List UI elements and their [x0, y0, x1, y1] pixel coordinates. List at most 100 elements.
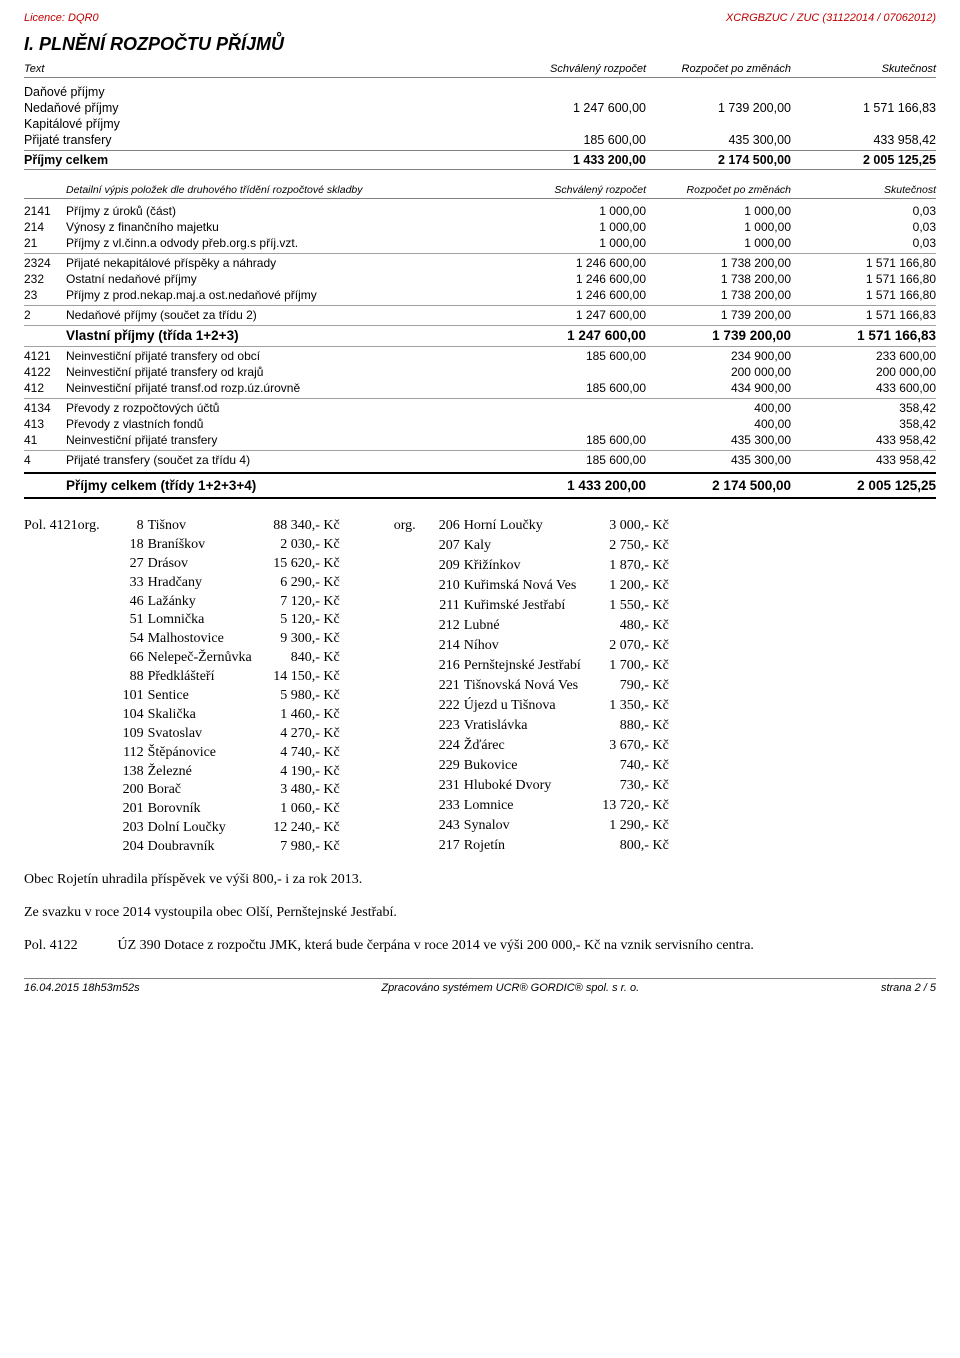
municipality-row: 109Svatoslav4 270,- Kč	[114, 725, 346, 744]
summary-v2: 435 300,00	[646, 133, 791, 147]
summary-v2: 1 739 200,00	[646, 101, 791, 115]
detail-v3: 358,42	[791, 417, 936, 431]
muni-code: 223	[430, 717, 464, 737]
municipality-row: 88Předklášteří14 150,- Kč	[114, 668, 346, 687]
muni-amount: 13 720,- Kč	[587, 797, 675, 817]
muni-code: 101	[114, 687, 148, 706]
detail-v2: 1 739 200,00	[646, 308, 791, 322]
muni-name: Nelepeč-Žernůvka	[148, 649, 258, 668]
detail-row: 2141Příjmy z úroků (část)1 000,001 000,0…	[24, 203, 936, 219]
municipality-row: 212Lubné480,- Kč	[430, 617, 675, 637]
summary-v1	[501, 117, 646, 131]
muni-amount: 880,- Kč	[587, 717, 675, 737]
municipality-row: 46Lažánky7 120,- Kč	[114, 593, 346, 612]
detail-v3: 1 571 166,83	[791, 308, 936, 322]
detail-v1	[501, 401, 646, 415]
muni-amount: 88 340,- Kč	[258, 517, 346, 536]
muni-name: Lomnička	[148, 611, 258, 630]
detail-text: Nedaňové příjmy (součet za třídu 2)	[66, 308, 501, 322]
detail-text: Výnosy z finančního majetku	[66, 220, 501, 234]
detail-v3: 233 600,00	[791, 349, 936, 363]
summary-row: Nedaňové příjmy1 247 600,001 739 200,001…	[24, 100, 936, 116]
detail-v1: 1 247 600,00	[501, 308, 646, 322]
muni-name: Níhov	[464, 637, 587, 657]
municipality-row: 229Bukovice740,- Kč	[430, 757, 675, 777]
summary-total-label: Příjmy celkem	[24, 153, 501, 167]
detail-v2: 434 900,00	[646, 381, 791, 395]
municipality-row: 243Synalov1 290,- Kč	[430, 817, 675, 837]
detail-v1	[501, 365, 646, 379]
municipality-row: 211Kuřimské Jestřabí1 550,- Kč	[430, 597, 675, 617]
detail-header-label: Detailní výpis položek dle druhového tří…	[66, 184, 501, 196]
license-left: Licence: DQR0	[24, 12, 99, 24]
detail-row: 21Příjmy z vl.činn.a odvody přeb.org.s p…	[24, 235, 936, 251]
muni-code: 203	[114, 819, 148, 838]
detail-v3: 0,03	[791, 204, 936, 218]
detail-row: 41Neinvestiční přijaté transfery185 600,…	[24, 432, 936, 448]
muni-name: Hluboké Dvory	[464, 777, 587, 797]
detail-v2: 1 000,00	[646, 236, 791, 250]
detail-text: Neinvestiční přijaté transfery od krajů	[66, 365, 501, 379]
muni-name: Lubné	[464, 617, 587, 637]
detail-v3: 433 600,00	[791, 381, 936, 395]
detail-id: 232	[24, 272, 66, 286]
municipality-row: 224Žďárec3 670,- Kč	[430, 737, 675, 757]
detail-v3: 0,03	[791, 236, 936, 250]
detail-row: 412Neinvestiční přijaté transf.od rozp.ú…	[24, 380, 936, 396]
muni-name: Tišnov	[148, 517, 258, 536]
detail-id: 413	[24, 417, 66, 431]
detail-v3: 1 571 166,83	[791, 328, 936, 343]
muni-code: 112	[114, 744, 148, 763]
detail-row: 4134Převody z rozpočtových účtů400,00358…	[24, 398, 936, 416]
detail-id: 4122	[24, 365, 66, 379]
muni-amount: 2 750,- Kč	[587, 537, 675, 557]
muni-code: 233	[430, 797, 464, 817]
summary-row: Přijaté transfery185 600,00435 300,00433…	[24, 132, 936, 148]
summary-total-v1: 1 433 200,00	[501, 153, 646, 167]
summary-row: Kapitálové příjmy	[24, 116, 936, 132]
muni-code: 243	[430, 817, 464, 837]
pol-4122-lead: Pol. 4122	[24, 937, 114, 956]
muni-amount: 9 300,- Kč	[258, 630, 346, 649]
detail-id: 41	[24, 433, 66, 447]
grand-total-v1: 1 433 200,00	[501, 478, 646, 493]
detail-v2: 435 300,00	[646, 433, 791, 447]
muni-code: 18	[114, 536, 148, 555]
summary-v3	[791, 117, 936, 131]
summary-total: Příjmy celkem 1 433 200,00 2 174 500,00 …	[24, 150, 936, 170]
detail-v2: 1 738 200,00	[646, 256, 791, 270]
muni-amount: 1 060,- Kč	[258, 800, 346, 819]
detail-id: 23	[24, 288, 66, 302]
muni-name: Bukovice	[464, 757, 587, 777]
muni-amount: 4 190,- Kč	[258, 763, 346, 782]
muni-name: Vratislávka	[464, 717, 587, 737]
detail-v1: 1 000,00	[501, 204, 646, 218]
detail-block: 2141Příjmy z úroků (část)1 000,001 000,0…	[24, 203, 936, 468]
detail-v1: 185 600,00	[501, 433, 646, 447]
detail-id: 4121	[24, 349, 66, 363]
detail-text: Ostatní nedaňové příjmy	[66, 272, 501, 286]
muni-amount: 7 120,- Kč	[258, 593, 346, 612]
municipality-row: 27Drásov15 620,- Kč	[114, 555, 346, 574]
summary-v3: 433 958,42	[791, 133, 936, 147]
muni-amount: 7 980,- Kč	[258, 838, 346, 857]
note-paragraph-1: Obec Rojetín uhradila příspěvek ve výši …	[24, 871, 936, 890]
detail-text: Přijaté transfery (součet za třídu 4)	[66, 453, 501, 467]
muni-code: 27	[114, 555, 148, 574]
municipality-row: 201Borovník1 060,- Kč	[114, 800, 346, 819]
muni-amount: 790,- Kč	[587, 677, 675, 697]
muni-code: 138	[114, 763, 148, 782]
org-lead: org.	[394, 517, 430, 857]
detail-text: Převody z vlastních fondů	[66, 417, 501, 431]
muni-name: Horní Loučky	[464, 517, 587, 537]
muni-code: 204	[114, 838, 148, 857]
muni-name: Lažánky	[148, 593, 258, 612]
muni-code: 221	[430, 677, 464, 697]
municipality-row: 104Skalička1 460,- Kč	[114, 706, 346, 725]
license-header: Licence: DQR0 XCRGBZUC / ZUC (31122014 /…	[24, 12, 936, 24]
detail-row: 4121Neinvestiční přijaté transfery od ob…	[24, 346, 936, 364]
municipality-row: 233Lomnice13 720,- Kč	[430, 797, 675, 817]
col-actual-2: Skutečnost	[791, 184, 936, 196]
muni-amount: 1 700,- Kč	[587, 657, 675, 677]
detail-text: Vlastní příjmy (třída 1+2+3)	[66, 328, 501, 343]
